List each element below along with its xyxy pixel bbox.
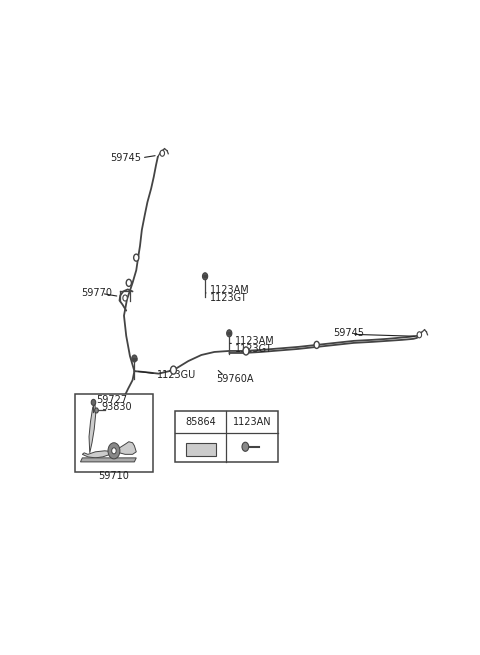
Text: 59745: 59745 [334,328,364,338]
Text: 59710: 59710 [98,470,130,481]
Text: 59770: 59770 [82,288,113,299]
Circle shape [133,254,139,261]
Text: 59760A: 59760A [216,374,254,384]
Circle shape [126,279,132,286]
Bar [175,411,277,462]
Circle shape [243,347,249,355]
Text: 1123GU: 1123GU [156,370,196,380]
Polygon shape [89,404,96,453]
Text: 1123AN: 1123AN [233,417,271,427]
Polygon shape [81,458,136,462]
Circle shape [108,443,120,459]
Polygon shape [83,441,136,458]
Circle shape [123,295,127,301]
Text: 93830: 93830 [102,402,132,413]
Circle shape [95,408,98,413]
Circle shape [203,272,208,280]
Text: 1123AM: 1123AM [235,336,275,346]
Circle shape [417,332,421,338]
Text: 59727: 59727 [96,395,128,405]
Circle shape [242,442,249,451]
Circle shape [314,341,319,348]
Text: 59745: 59745 [110,153,141,163]
Circle shape [160,150,165,157]
Text: 1123GT: 1123GT [235,344,273,354]
Bar [186,443,216,456]
Circle shape [170,366,177,374]
Bar [75,394,153,472]
Circle shape [91,400,96,405]
Text: 1123AM: 1123AM [210,286,249,295]
Circle shape [112,448,116,454]
Text: 85864: 85864 [185,417,216,427]
Text: 1123GT: 1123GT [210,293,247,303]
Circle shape [227,329,232,337]
Circle shape [132,355,137,362]
